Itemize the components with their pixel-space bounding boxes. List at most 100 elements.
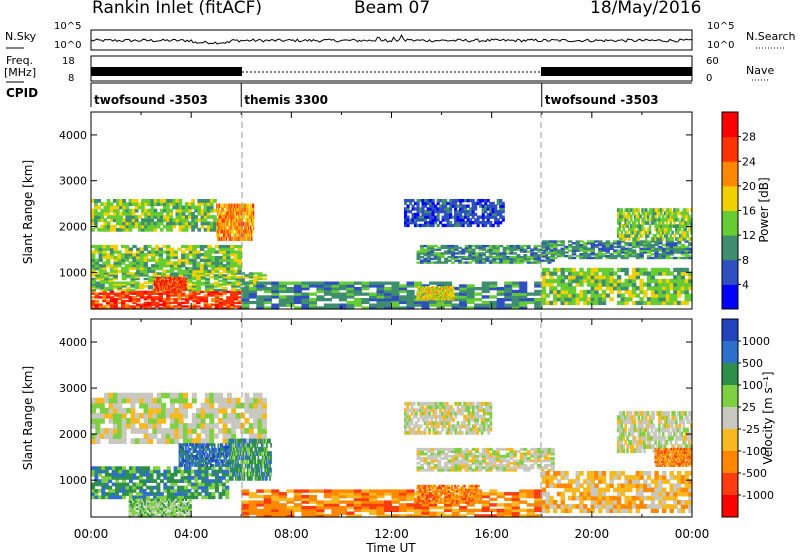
heatmap-cell [203,244,209,249]
heatmap-cell [469,212,473,217]
heatmap-cell [420,287,422,290]
heatmap-cell [658,227,661,232]
heatmap-cell [526,255,531,259]
heatmap-cell [338,281,347,285]
heatmap-cell [675,230,678,235]
heatmap-cell [421,284,430,288]
heatmap-cell [442,294,445,297]
heatmap-cell [207,255,212,260]
heatmap-cell [115,476,120,480]
heatmap-cell [639,242,644,245]
heatmap-cell [215,299,220,303]
heatmap-cell [219,222,221,227]
heatmap-cell [218,482,223,487]
heatmap-cell [121,261,126,265]
heatmap-cell [91,261,96,265]
heatmap-cell [143,281,149,284]
heatmap-cell [564,251,569,254]
heatmap-cell [245,218,247,223]
heatmap-cell [665,208,669,212]
heatmap-cell [346,295,355,299]
heatmap-cell [439,293,441,295]
heatmap-cell [131,202,136,207]
heatmap-cell [432,297,434,300]
heatmap-cell [675,224,678,228]
heatmap-cell [222,301,227,305]
heatmap-cell [444,199,448,203]
heatmap-cell [221,469,226,474]
heatmap-cell [165,433,171,439]
heatmap-cell [246,222,248,227]
heatmap-cell [237,258,242,262]
heatmap-cell [646,243,652,247]
heatmap-cell [164,281,166,284]
heatmap-cell [658,224,661,228]
heatmap-cell [194,485,199,490]
heatmap-cell [504,284,513,288]
heatmap-cell [228,442,231,448]
heatmap-cell [126,281,132,284]
heatmap-cell [128,472,133,477]
heatmap-cell [185,287,187,290]
heatmap-cell [631,282,637,287]
heatmap-cell [442,298,445,301]
heatmap-cell [249,455,251,460]
power-ylabel: Slant Range [km] [21,160,35,264]
heatmap-cell [449,286,451,289]
heatmap-cell [206,208,211,213]
heatmap-cell [213,224,217,229]
heatmap-cell [187,277,193,281]
heatmap-cell [192,250,197,254]
heatmap-cell [196,418,202,424]
heatmap-cell [109,215,114,219]
heatmap-cell [431,204,435,208]
heatmap-cell [141,227,145,232]
heatmap-cell [119,211,123,216]
heatmap-cell [211,466,216,471]
heatmap-cell [230,244,235,249]
heatmap-cell [454,257,459,261]
heatmap-cell [235,455,237,460]
heatmap-cell [441,287,443,290]
heatmap-cell [609,253,614,256]
heatmap-cell [191,283,197,286]
heatmap-cell [669,243,674,247]
heatmap-cell [519,306,528,310]
heatmap-cell [620,256,625,260]
heatmap-cell [235,283,241,286]
heatmap-cell [616,254,622,258]
heatmap-cell [650,237,654,241]
heatmap-cell [230,307,235,310]
heatmap-cell [444,294,447,297]
heatmap-cell [658,242,663,245]
heatmap-cell [109,202,114,207]
heatmap-cell [165,279,167,282]
heatmap-cell [376,284,385,288]
heatmap-cell [136,255,141,260]
heatmap-cell [384,287,393,291]
heatmap-cell [257,455,260,460]
heatmap-cell [499,255,504,259]
heatmap-cell [141,199,145,203]
heatmap-cell [482,244,486,248]
heatmap-cell [125,227,130,232]
heatmap-cell [112,215,117,219]
heatmap-cell [633,208,637,212]
heatmap-cell [183,285,186,288]
heatmap-cell [241,289,250,294]
y-tick-label: 4000 [59,129,87,142]
heatmap-cell [158,303,163,306]
heatmap-cell [146,495,151,500]
heatmap-cell [439,199,443,203]
heatmap-cell [688,221,691,225]
heatmap-cell [136,307,141,310]
heatmap-cell [346,303,355,307]
colorbar-tick-label: 4 [742,278,749,291]
heatmap-cell [223,211,226,216]
heatmap-cell [166,224,170,229]
heatmap-cell [609,245,614,249]
heatmap-cell [166,290,171,294]
heatmap-cell [226,250,231,254]
heatmap-cell [425,287,428,290]
